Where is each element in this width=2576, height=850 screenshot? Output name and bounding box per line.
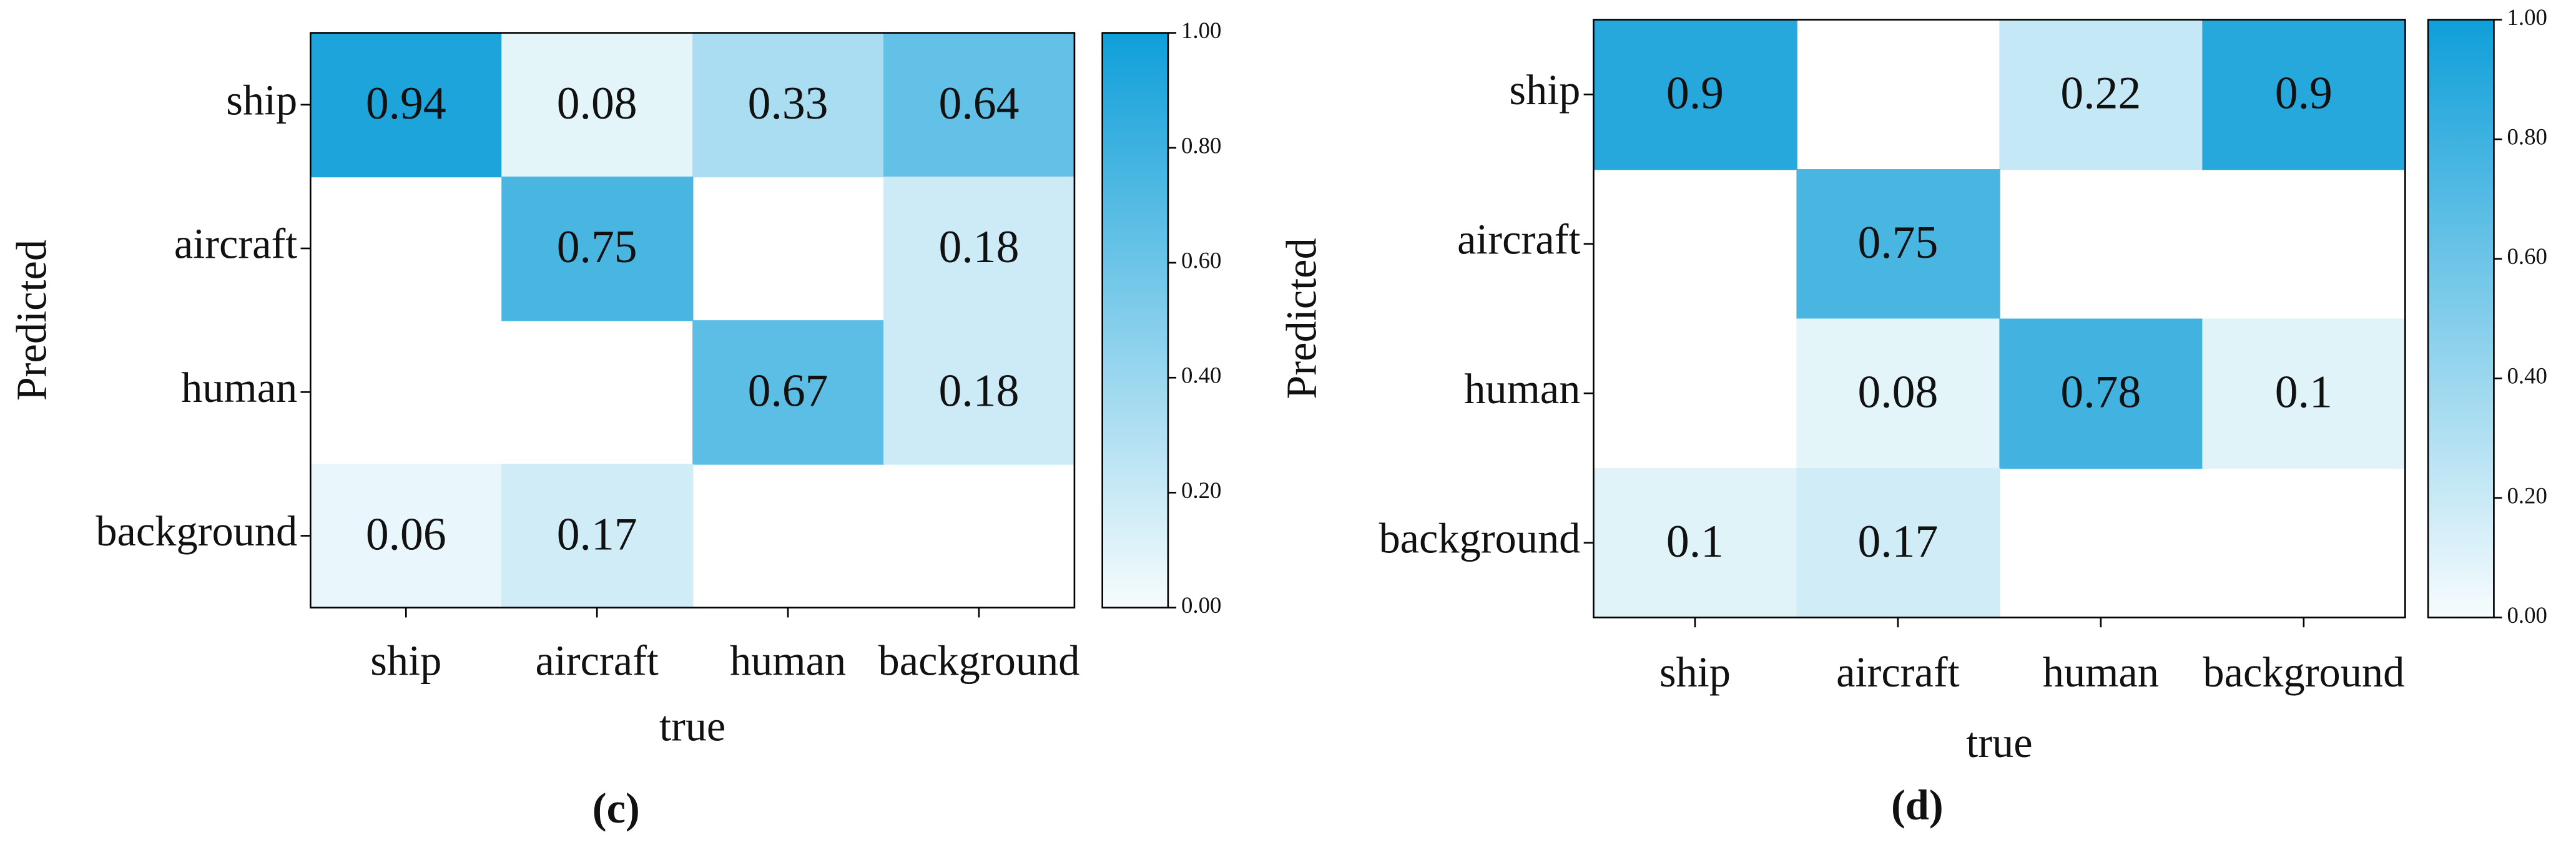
- cell-label: 0.9: [1666, 67, 1724, 118]
- x-tick-label: aircraft: [1836, 648, 1959, 696]
- y-tick-label: aircraft: [1457, 215, 1580, 263]
- x-tick-label: human: [2043, 648, 2159, 696]
- cell: [2202, 318, 2406, 469]
- caption: (c): [592, 784, 640, 832]
- cell-label: 0.06: [366, 509, 446, 560]
- colorbar-tick-label: 0.20: [1181, 477, 1221, 503]
- cell: [883, 176, 1076, 321]
- colorbar: [1101, 32, 1169, 608]
- cell: [883, 320, 1076, 465]
- caption: (d): [1891, 781, 1944, 829]
- colorbar-tick-label: 0.60: [1181, 247, 1221, 273]
- cell: [1796, 169, 2000, 320]
- cell: [2202, 19, 2406, 170]
- cell-label: 0.18: [939, 364, 1020, 416]
- colorbar-tick-label: 0.00: [1181, 592, 1221, 618]
- y-tick-label: human: [181, 364, 297, 411]
- x-tick-label: ship: [1659, 648, 1731, 696]
- cell-label: 0.75: [557, 221, 637, 272]
- y-tick-label: aircraft: [174, 220, 297, 268]
- cell: [310, 32, 503, 178]
- colorbar-tick-label: 0.40: [1181, 363, 1221, 388]
- colorbar-tick-label: 1.00: [1181, 17, 1221, 43]
- x-tick-label: aircraft: [535, 637, 658, 684]
- y-tick-label: ship: [1509, 66, 1580, 114]
- cell-label: 0.67: [748, 364, 828, 416]
- plot-frame: [1593, 19, 2406, 618]
- cell: [501, 176, 694, 321]
- colorbar-tick-label: 0.00: [2507, 602, 2547, 628]
- cell-label: 0.9: [2275, 67, 2333, 118]
- cell: [1796, 467, 2000, 618]
- y-tick-label: background: [1379, 514, 1580, 562]
- colorbar: [2427, 19, 2495, 618]
- colorbar-tick-label: 1.00: [2507, 4, 2547, 30]
- x-tick-label: ship: [370, 637, 441, 684]
- plot-frame: [310, 32, 1076, 608]
- y-tick-label: human: [1464, 365, 1580, 413]
- colorbar-tick-label: 0.60: [2507, 243, 2547, 269]
- cell: [1593, 467, 1797, 618]
- cell: [1999, 19, 2203, 170]
- cell-label: 0.75: [1857, 217, 1938, 268]
- cell-label: 0.33: [748, 77, 828, 129]
- x-axis-label: true: [1966, 719, 2032, 766]
- cell: [692, 32, 885, 178]
- y-axis-label: Predicted: [8, 240, 56, 401]
- cell: [692, 320, 885, 465]
- colorbar-tick-label: 0.40: [2507, 363, 2547, 389]
- colorbar-tick-label: 0.80: [1181, 132, 1221, 158]
- cell: [1796, 318, 2000, 469]
- cell-label: 0.08: [557, 77, 637, 129]
- cell: [501, 32, 694, 178]
- x-tick-label: background: [878, 637, 1080, 684]
- cell-label: 0.08: [1857, 366, 1938, 417]
- cell-label: 0.1: [1666, 515, 1724, 567]
- cell: [1593, 19, 1797, 170]
- x-tick-label: human: [730, 637, 846, 684]
- cell: [1999, 318, 2203, 469]
- cell-label: 0.22: [2060, 67, 2141, 118]
- x-tick-label: background: [2203, 648, 2404, 696]
- cell-label: 0.94: [366, 77, 446, 129]
- cell: [310, 464, 503, 608]
- cell: [883, 32, 1076, 178]
- colorbar-tick-label: 0.80: [2507, 124, 2547, 150]
- x-axis-label: true: [659, 703, 725, 750]
- cell-label: 0.78: [2060, 366, 2141, 417]
- cell: [501, 464, 694, 608]
- cell-label: 0.17: [1857, 515, 1938, 567]
- colorbar-tick-label: 0.20: [2507, 482, 2547, 508]
- cell-label: 0.18: [939, 221, 1020, 272]
- y-tick-label: ship: [226, 76, 297, 124]
- cell-label: 0.64: [939, 77, 1020, 129]
- y-axis-label: Predicted: [1278, 238, 1325, 399]
- cell-label: 0.1: [2275, 366, 2333, 417]
- y-tick-label: background: [96, 507, 297, 555]
- cell-label: 0.17: [557, 509, 637, 560]
